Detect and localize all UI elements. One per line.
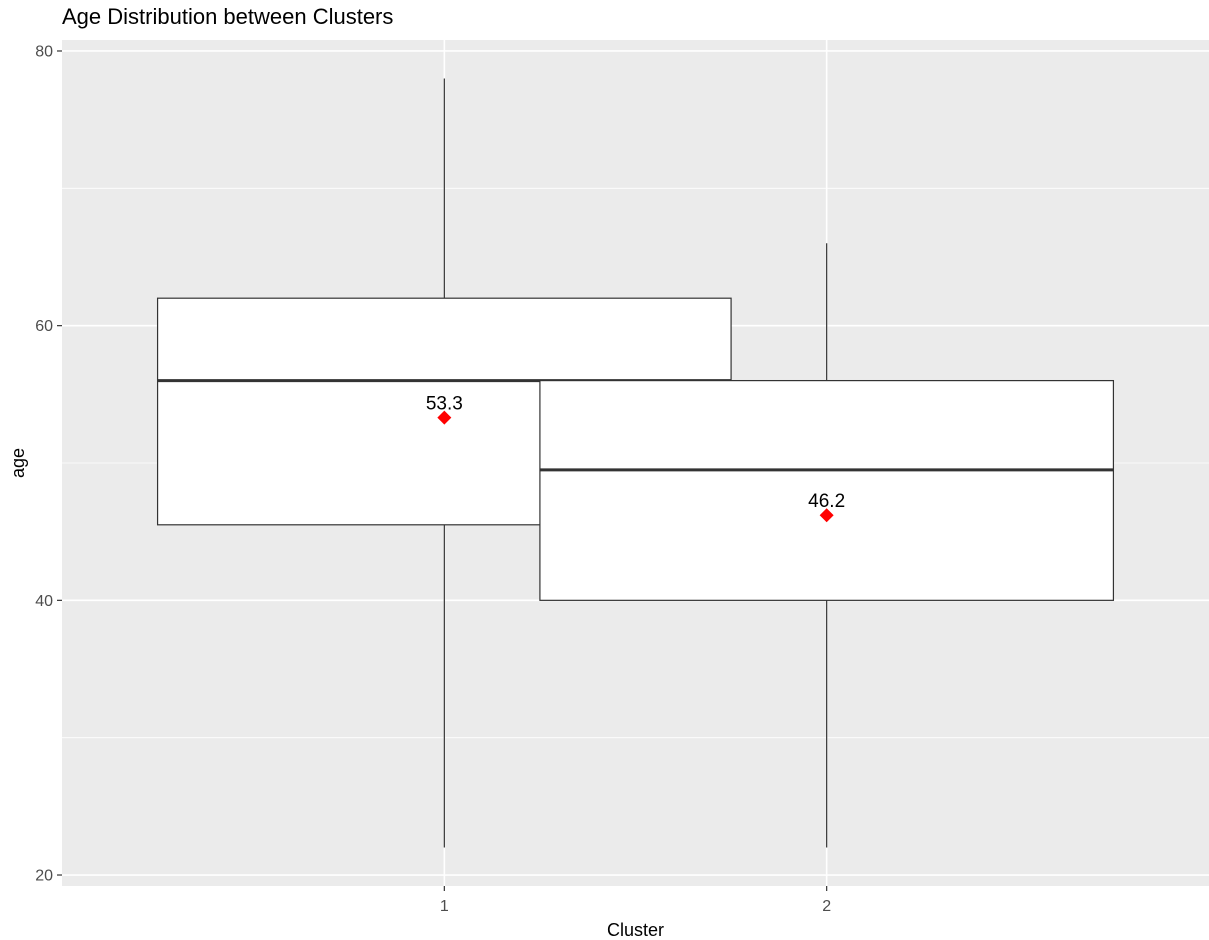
y-tick-label: 60 (35, 318, 53, 335)
box-iqr (539, 379, 1115, 601)
mean-marker (437, 410, 452, 425)
chart-title: Age Distribution between Clusters (62, 4, 394, 29)
mean-marker (819, 508, 834, 523)
x-axis-title: Cluster (607, 920, 664, 940)
y-tick-label: 40 (35, 593, 53, 610)
mean-label: 53.3 (426, 394, 463, 415)
x-tick-label: 2 (822, 898, 831, 915)
y-tick-label: 20 (35, 868, 53, 885)
y-axis-title: age (8, 448, 28, 478)
mean-label: 46.2 (808, 491, 845, 512)
x-tick-label: 1 (440, 898, 449, 915)
y-tick-label: 80 (35, 43, 53, 60)
